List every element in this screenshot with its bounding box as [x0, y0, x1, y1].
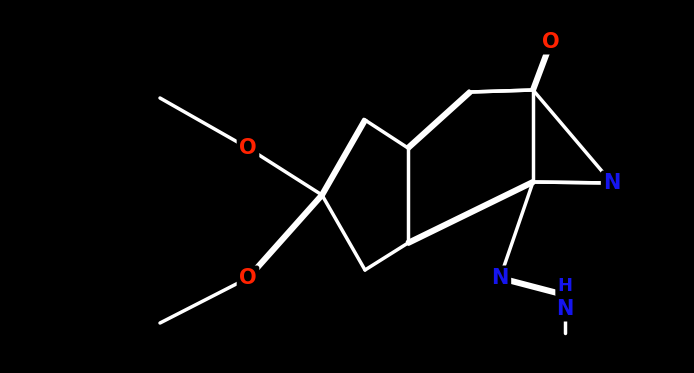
Text: O: O: [542, 32, 560, 52]
Text: O: O: [239, 138, 257, 158]
Text: O: O: [239, 268, 257, 288]
Text: N: N: [603, 173, 620, 193]
Text: N: N: [491, 268, 509, 288]
Text: H: H: [557, 277, 573, 295]
Text: N: N: [557, 299, 574, 319]
